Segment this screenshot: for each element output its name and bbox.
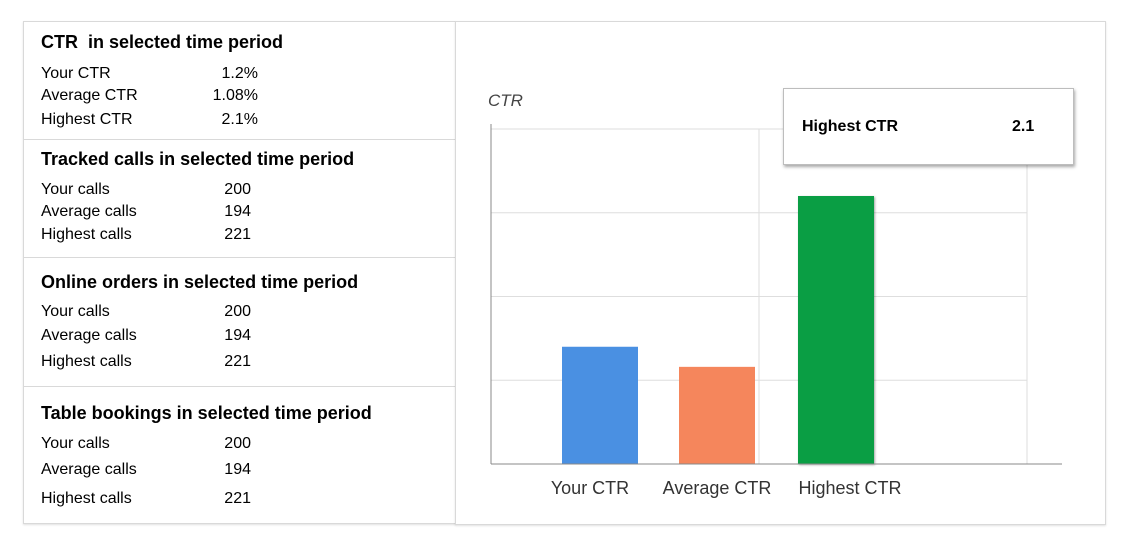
stat-row: Average CTR 1.08% [41,87,341,107]
stat-row: Average calls 194 [41,461,341,481]
tracked-calls-section: Tracked calls in selected time period Yo… [24,139,455,258]
tooltip-label: Highest CTR [802,118,898,135]
stat-label: Average calls [41,327,137,344]
stat-label: Your CTR [41,65,111,82]
bar-your-ctr[interactable] [562,346,638,464]
section-title: Tracked calls in selected time period [41,149,355,169]
x-tick-label: Highest CTR [798,478,901,498]
x-tick-label: Your CTR [551,478,629,498]
stat-value: 194 [224,327,251,344]
stat-row: Your calls 200 [41,181,341,201]
stats-panel: CTR in selected time period Your CTR 1.2… [23,21,456,524]
axes [490,124,1062,465]
stat-row: Average calls 194 [41,203,341,223]
stat-label: Highest calls [41,490,132,507]
section-title: CTR in selected time period [41,32,284,52]
stat-row: Average calls 194 [41,327,341,347]
stat-row: Your calls 200 [41,303,341,323]
table-bookings-section: Table bookings in selected time period Y… [24,386,455,524]
stat-label: Average calls [41,461,137,478]
stat-value: 221 [224,353,251,370]
y-axis-label: CTR [488,91,523,110]
stat-label: Highest CTR [41,111,133,128]
stat-label: Your calls [41,181,110,198]
x-tick-label: Average CTR [663,478,772,498]
stat-row: Highest calls 221 [41,226,341,246]
stat-value: 221 [224,490,251,507]
stat-row: Your calls 200 [41,435,341,455]
stat-label: Your calls [41,303,110,320]
bars [562,196,874,464]
stat-label: Average calls [41,203,137,220]
online-orders-section: Online orders in selected time period Yo… [24,257,455,387]
stat-label: Your calls [41,435,110,452]
bar-average-ctr[interactable] [679,366,755,464]
stat-value: 2.1% [221,111,258,128]
stat-value: 194 [224,203,251,220]
stat-row: Highest calls 221 [41,490,341,510]
stat-value: 221 [224,226,251,243]
stat-label: Average CTR [41,87,138,104]
section-title: Online orders in selected time period [41,272,359,292]
chart-tooltip: Highest CTR 2.1 [783,88,1074,165]
bar-highest-ctr[interactable] [798,196,874,464]
ctr-section: CTR in selected time period Your CTR 1.2… [24,22,455,139]
stat-value: 1.2% [221,65,258,82]
stat-label: Highest calls [41,353,132,370]
stat-row: Highest calls 221 [41,353,341,373]
x-tick-labels: Your CTR Average CTR Highest CTR [551,478,902,498]
stat-value: 200 [224,181,251,198]
stat-label: Highest calls [41,226,132,243]
stat-value: 1.08% [212,87,258,104]
stat-value: 200 [224,303,251,320]
tooltip-value: 2.1 [1012,118,1035,135]
stat-row: Your CTR 1.2% [41,65,341,85]
stat-value: 200 [224,435,251,452]
section-title: Table bookings in selected time period [41,403,372,423]
stat-row: Highest CTR 2.1% [41,111,341,131]
stat-value: 194 [224,461,251,478]
